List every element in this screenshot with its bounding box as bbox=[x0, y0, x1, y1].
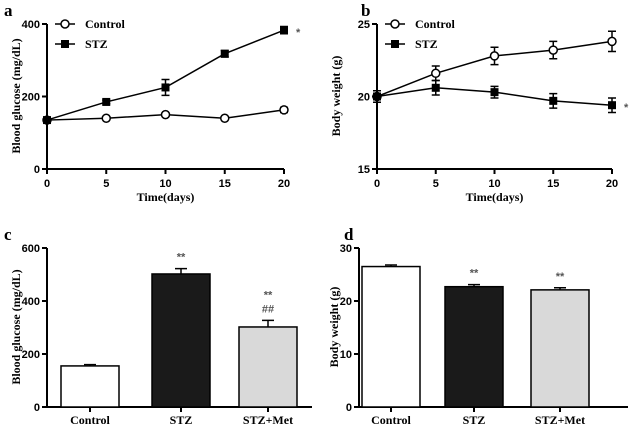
y-tick-label: 400 bbox=[22, 296, 40, 308]
y-tick-label: 15 bbox=[358, 164, 370, 176]
legend-label-control: Control bbox=[85, 17, 125, 31]
y-axis-label: Body weight (g) bbox=[329, 56, 343, 137]
significance-marker: ** bbox=[177, 252, 186, 264]
x-tick-label: STZ+Met bbox=[243, 413, 293, 426]
x-tick-label: 15 bbox=[547, 178, 559, 190]
x-tick-label: STZ bbox=[463, 413, 486, 426]
x-tick-label: 0 bbox=[374, 178, 380, 190]
bar-stz-met bbox=[238, 326, 298, 408]
y-axis-label: Blood glucose (mg/dL) bbox=[9, 38, 23, 153]
panel-label: c bbox=[4, 225, 12, 244]
data-point-stz bbox=[102, 97, 111, 106]
x-tick-label: 20 bbox=[278, 178, 290, 190]
x-axis-label: Time(days) bbox=[137, 190, 195, 204]
significance-marker: ** bbox=[264, 289, 273, 301]
data-point-stz bbox=[549, 96, 558, 105]
x-tick-label: 20 bbox=[606, 178, 618, 190]
x-tick-label: STZ bbox=[170, 413, 193, 426]
y-tick-label: 400 bbox=[22, 19, 40, 31]
x-tick-label: 10 bbox=[159, 178, 171, 190]
error-bar bbox=[554, 287, 566, 290]
panel-label: b bbox=[361, 1, 370, 20]
legend-marker-stz bbox=[391, 40, 399, 48]
x-tick-label: 5 bbox=[433, 178, 439, 190]
panel-d: d 0 10 20 30 Body weight (g) Control STZ ** STZ+M… bbox=[327, 225, 628, 426]
x-tick-label: 5 bbox=[103, 178, 109, 190]
legend-marker-control bbox=[390, 19, 400, 29]
data-point-control bbox=[101, 113, 111, 123]
y-tick-label: 10 bbox=[340, 349, 352, 361]
bar-stz-met bbox=[530, 289, 590, 408]
legend-label-stz: STZ bbox=[415, 37, 438, 51]
panel-c: c 0 200 400 600 Blood glucose (mg/dL) Control S… bbox=[4, 225, 312, 426]
bar-stz bbox=[151, 273, 211, 408]
legend-marker-control bbox=[60, 19, 70, 29]
data-point-stz bbox=[43, 116, 51, 125]
significance-marker: ** bbox=[556, 271, 565, 283]
data-point-control bbox=[607, 36, 617, 47]
error-bar bbox=[468, 283, 480, 287]
significance-marker: ** bbox=[470, 268, 479, 280]
y-tick-label: 20 bbox=[358, 92, 370, 104]
legend-label-control: Control bbox=[415, 17, 455, 31]
data-point-control bbox=[220, 113, 230, 123]
error-bar bbox=[84, 363, 96, 366]
significance-marker: * bbox=[624, 102, 629, 114]
y-tick-label: 30 bbox=[340, 243, 352, 255]
bar-stz bbox=[444, 285, 504, 408]
y-tick-label: 200 bbox=[22, 92, 40, 104]
bar-control bbox=[361, 265, 421, 408]
panel-b: b 15 20 25 Body weight (g) 0 5 10 15 20 Time(days)… bbox=[329, 1, 629, 204]
y-tick-label: 200 bbox=[22, 349, 40, 361]
error-bar bbox=[385, 264, 397, 267]
y-axis-label: Blood glucose (mg/dL) bbox=[9, 269, 23, 384]
data-point-stz bbox=[373, 92, 381, 101]
series-line-stz bbox=[46, 29, 285, 121]
bar-control bbox=[60, 365, 120, 408]
y-tick-label: 25 bbox=[358, 19, 370, 31]
panel-label: a bbox=[4, 1, 13, 20]
data-point-control bbox=[548, 45, 558, 55]
x-tick-label: 15 bbox=[219, 178, 231, 190]
data-point-control bbox=[431, 68, 441, 79]
data-point-control bbox=[279, 105, 289, 115]
x-tick-label: 0 bbox=[44, 178, 50, 190]
data-point-control bbox=[489, 51, 500, 61]
y-tick-label: 0 bbox=[346, 402, 352, 414]
y-tick-label: 600 bbox=[22, 243, 40, 255]
data-point-control bbox=[160, 109, 171, 120]
significance-marker: * bbox=[296, 27, 301, 39]
x-tick-label: Control bbox=[70, 413, 110, 426]
y-tick-label: 20 bbox=[340, 296, 352, 308]
x-tick-label: 10 bbox=[488, 178, 500, 190]
panel-a: a 0 200 400 Blood glucose (mg/dL) 0 5 10 15 20 Tim… bbox=[4, 1, 301, 204]
data-point-stz bbox=[608, 101, 616, 110]
data-point-stz bbox=[490, 88, 499, 97]
y-tick-label: 0 bbox=[34, 402, 40, 414]
error-bar bbox=[262, 319, 274, 327]
x-axis-label: Time(days) bbox=[466, 190, 524, 204]
data-point-stz bbox=[280, 26, 288, 35]
x-tick-label: STZ+Met bbox=[535, 413, 585, 426]
data-point-stz bbox=[161, 83, 170, 92]
panel-label: d bbox=[344, 225, 354, 244]
legend-label-stz: STZ bbox=[85, 37, 108, 51]
y-tick-label: 0 bbox=[34, 164, 40, 176]
error-bar bbox=[175, 267, 187, 274]
legend-marker-stz bbox=[61, 40, 69, 48]
significance-marker: ## bbox=[262, 303, 274, 315]
data-point-stz bbox=[220, 49, 229, 58]
y-axis-label: Body weight (g) bbox=[327, 287, 341, 368]
x-tick-label: Control bbox=[371, 413, 411, 426]
data-point-stz bbox=[431, 83, 440, 92]
